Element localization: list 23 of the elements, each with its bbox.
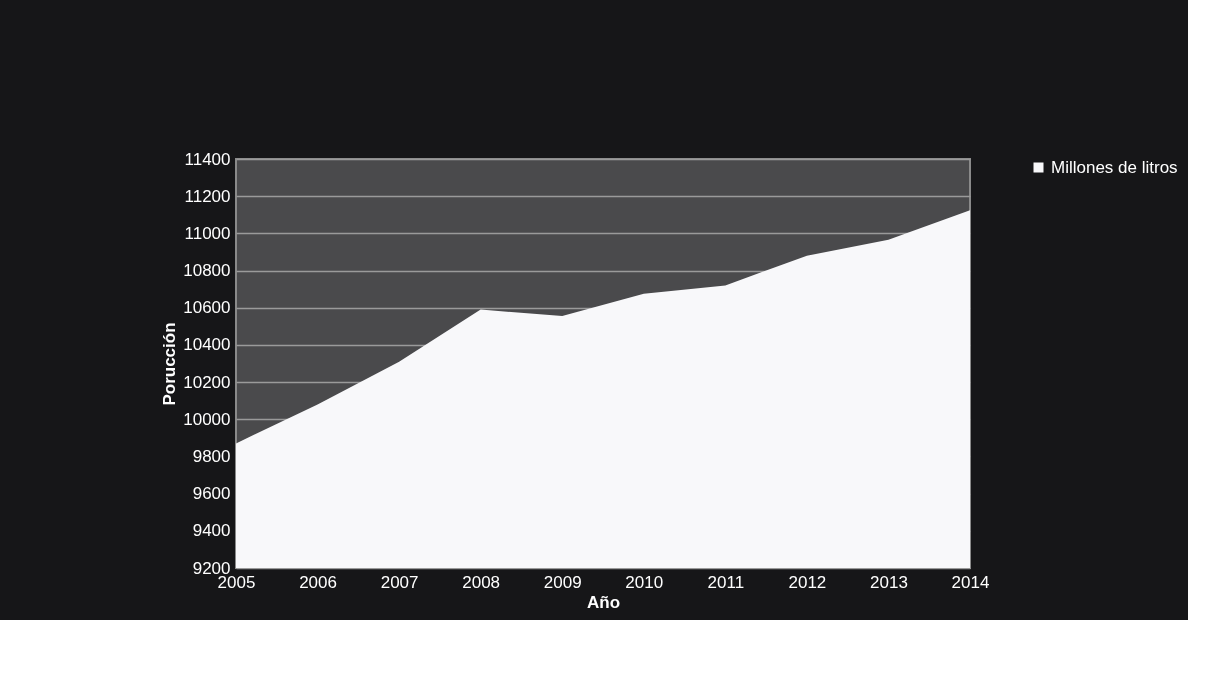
x-tick-label: 2007 (380, 572, 419, 592)
x-tick-label: 2009 (543, 572, 582, 592)
y-axis-title: Porucción (160, 322, 180, 406)
x-axis-title: Año (586, 592, 621, 612)
x-tick-label: 2010 (625, 572, 664, 592)
y-tick-label: 9400 (192, 521, 231, 541)
y-tick-label: 9800 (192, 446, 231, 466)
x-tick-label: 2013 (870, 572, 908, 592)
y-tick-label: 10400 (183, 335, 231, 355)
x-tick-label: 2008 (462, 572, 501, 592)
x-tick-label: 2011 (707, 572, 745, 592)
y-tick-label: 10800 (183, 261, 231, 281)
y-tick-label: 11200 (184, 186, 231, 206)
y-tick-label: 10200 (183, 372, 231, 392)
y-tick-label: 10600 (183, 298, 231, 318)
y-tick-label: 11000 (184, 223, 231, 243)
y-tick-label: 10000 (183, 409, 231, 429)
x-tick-label: 2006 (299, 572, 337, 592)
x-tick-label: 2014 (951, 572, 990, 592)
x-tick-label: 2012 (788, 572, 827, 592)
y-tick-label: 11400 (184, 149, 231, 169)
legend-label: Millones de litros (1051, 157, 1178, 177)
y-tick-label: 9600 (192, 484, 231, 504)
